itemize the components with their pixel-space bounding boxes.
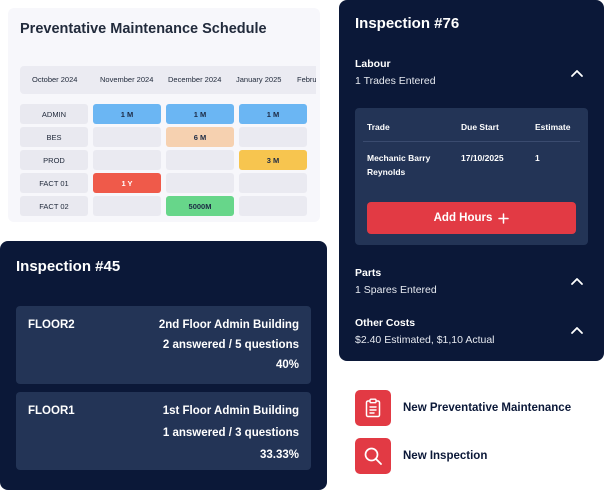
plus-icon [498,212,510,224]
new-inspection-button[interactable]: New Inspection [355,438,487,474]
add-hours-button[interactable]: Add Hours [367,202,576,234]
schedule-title: Preventative Maintenance Schedule [20,21,267,37]
pm-schedule-card: Preventative Maintenance Schedule Octobe… [8,8,320,222]
schedule-cell-empty[interactable] [239,196,307,216]
add-hours-label: Add Hours [433,212,493,224]
column-header-trade: Trade [367,122,390,132]
schedule-cell-empty[interactable] [239,127,307,147]
floor-answered: 2 answered / 5 questions [162,339,299,351]
schedule-cell[interactable]: 6 M [166,127,234,147]
schedule-cell[interactable]: 1 M [166,104,234,124]
floor-name: FLOOR1 [28,405,75,417]
clipboard-icon [355,390,391,426]
row-label-admin: ADMIN [20,104,88,124]
schedule-grid: October 2024 November 2024 December 2024… [20,66,316,216]
floor-percent: 40% [275,359,299,371]
schedule-cell-empty[interactable] [239,173,307,193]
floor-name: FLOOR2 [28,319,75,331]
parts-summary: 1 Spares Entered [355,284,437,296]
schedule-cell-empty[interactable] [166,150,234,170]
trade-name-line: Mechanic Barry [367,153,431,163]
floor-building: 2nd Floor Admin Building [158,319,299,331]
schedule-cell[interactable]: 5000M [166,196,234,216]
schedule-cell-empty[interactable] [93,127,161,147]
new-preventative-maintenance-button[interactable]: New Preventative Maintenance [355,390,571,426]
month-label: October 2024 [32,75,78,84]
month-label: January 2025 [236,75,282,84]
labour-title: Labour [355,58,391,70]
schedule-cell-empty[interactable] [93,196,161,216]
inspection-45-card: Inspection #45 FLOOR2 2nd Floor Admin Bu… [0,241,327,490]
other-costs-summary: $2.40 Estimated, $1,10 Actual [355,334,495,346]
other-costs-title: Other Costs [355,317,416,329]
new-inspection-label: New Inspection [403,450,488,462]
floor-building: 1st Floor Admin Building [162,405,299,417]
column-header-estimate: Estimate [535,122,571,132]
row-label-fact02: FACT 02 [20,196,88,216]
row-label-prod: PROD [20,150,88,170]
trade-estimate: 1 [535,153,540,163]
floor-answered: 1 answered / 3 questions [162,427,299,439]
chevron-up-icon[interactable] [570,276,584,286]
inspection-45-title: Inspection #45 [16,258,121,275]
schedule-cell[interactable]: 1 M [239,104,307,124]
schedule-cell-empty[interactable] [93,150,161,170]
month-label: Febru [297,75,316,84]
floor-percent: 33.33% [259,449,299,461]
quick-actions-card: New Preventative Maintenance New Inspect… [339,372,604,490]
schedule-cell[interactable]: 1 Y [93,173,161,193]
schedule-cell[interactable]: 3 M [239,150,307,170]
row-label-bes: BES [20,127,88,147]
search-icon [355,438,391,474]
schedule-cell-empty[interactable] [166,173,234,193]
labour-summary: 1 Trades Entered [355,75,436,87]
schedule-month-header: October 2024 November 2024 December 2024… [20,66,316,94]
schedule-cell[interactable]: 1 M [93,104,161,124]
trade-name-line: Reynolds [367,167,406,177]
trade-name: Mechanic Barry Reynolds [367,151,430,179]
trade-due-start: 17/10/2025 [461,153,504,163]
month-label: November 2024 [100,75,154,84]
month-label: December 2024 [168,75,222,84]
parts-title: Parts [355,267,382,279]
table-divider [363,141,580,142]
column-header-due-start: Due Start [461,122,499,132]
new-pm-label: New Preventative Maintenance [403,402,572,414]
inspection-76-card: Inspection #76 Labour 1 Trades Entered T… [339,0,604,361]
chevron-up-icon[interactable] [570,68,584,78]
floor-item[interactable]: FLOOR2 2nd Floor Admin Building 2 answer… [16,306,311,384]
inspection-76-title: Inspection #76 [355,15,460,32]
chevron-up-icon[interactable] [570,325,584,335]
row-label-fact01: FACT 01 [20,173,88,193]
floor-item[interactable]: FLOOR1 1st Floor Admin Building 1 answer… [16,392,311,470]
trades-table: Trade Due Start Estimate Mechanic Barry … [355,108,588,245]
